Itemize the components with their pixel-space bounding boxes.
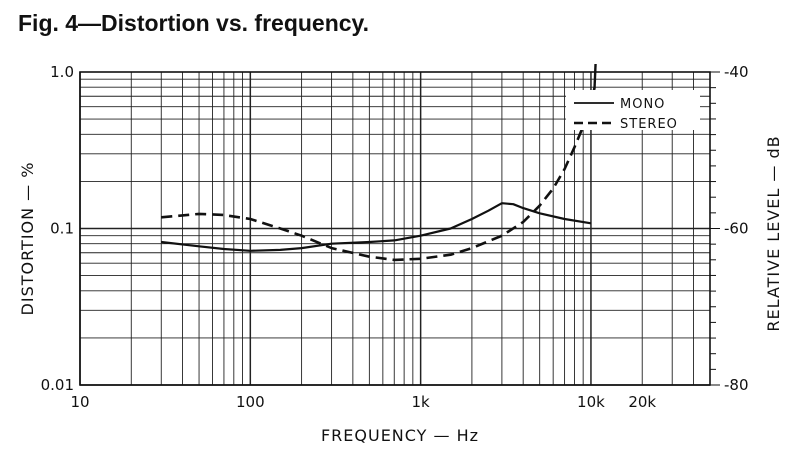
x-tick-label: 20k: [628, 393, 656, 411]
series-line-stereo: [161, 86, 596, 262]
y-tick-label: 1.0: [50, 63, 74, 81]
legend: MONO STEREO: [566, 90, 700, 132]
x-tick-label: 10k: [577, 393, 605, 411]
x-tick-label: 1k: [412, 393, 431, 411]
series-line-stereo-rise: [593, 63, 597, 88]
legend-label-mono: MONO: [620, 97, 665, 112]
y-axis-label: DISTORTION — %: [18, 162, 37, 316]
y-tick-label: 0.1: [50, 220, 74, 238]
ticks-layer: 10 100 1k 10k 20k 0.01 0.1 1.0 -80 -60 -40: [41, 63, 749, 411]
x-axis-label: FREQUENCY — Hz: [321, 426, 479, 445]
legend-label-stereo: STEREO: [620, 117, 678, 132]
series-line-mono: [161, 202, 592, 252]
figure-title: Fig. 4—Distortion vs. frequency.: [18, 10, 370, 36]
y2-tick-label: -60: [724, 220, 749, 238]
y2-tick-label: -40: [724, 63, 749, 81]
y2-axis-label: RELATIVE LEVEL — dB: [764, 135, 783, 331]
y-tick-label: 0.01: [41, 376, 74, 394]
series-layer: [161, 63, 597, 262]
x-tick-label: 100: [236, 393, 265, 411]
x-tick-label: 10: [70, 393, 89, 411]
y2-tick-label: -80: [724, 376, 749, 394]
